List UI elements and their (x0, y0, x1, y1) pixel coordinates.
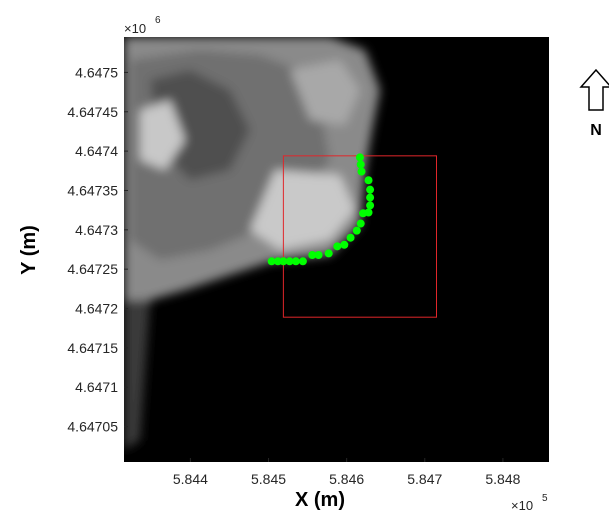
point (364, 176, 373, 185)
point (273, 257, 282, 266)
point (355, 153, 364, 162)
point (366, 185, 375, 194)
y-tick-label: 4.6473 (75, 222, 118, 238)
point (324, 249, 333, 258)
y-multiplier-exponent: 6 (155, 15, 161, 26)
x-multiplier: ×10 (511, 498, 533, 513)
y-tick-label: 4.6472 (75, 301, 118, 317)
point (279, 257, 288, 266)
point (267, 257, 276, 266)
raster-image (124, 37, 549, 462)
point (366, 201, 375, 210)
point (364, 208, 373, 217)
point (285, 257, 294, 266)
point (314, 251, 323, 260)
y-tick-label: 4.6475 (75, 64, 118, 80)
point (357, 167, 366, 176)
point (333, 242, 342, 251)
x-tick-label: 5.845 (251, 471, 286, 487)
x-multiplier-exponent: 5 (542, 493, 548, 504)
point (352, 226, 361, 235)
north-arrow (579, 68, 609, 111)
point (346, 233, 355, 242)
x-tick-label: 5.844 (173, 471, 208, 487)
y-tick-label: 4.6474 (75, 143, 118, 159)
y-multiplier: ×10 (124, 21, 146, 36)
point (308, 251, 317, 260)
x-tick-label: 5.846 (329, 471, 364, 487)
x-tick-label: 5.847 (407, 471, 442, 487)
point (291, 257, 300, 266)
north-label: N (590, 122, 602, 139)
y-tick-label: 4.64735 (67, 182, 118, 198)
point (340, 240, 349, 249)
y-tick-label: 4.64705 (67, 419, 118, 435)
point (356, 219, 365, 228)
y-axis-label: Y (m) (18, 225, 40, 275)
y-tick-label: 4.64745 (67, 104, 118, 120)
x-axis-label: X (m) (295, 489, 345, 511)
x-tick-label: 5.848 (485, 471, 520, 487)
point (298, 257, 307, 266)
y-tick-label: 4.64725 (67, 261, 118, 277)
point (356, 160, 365, 169)
point (366, 193, 375, 202)
y-tick-label: 4.64715 (67, 340, 118, 356)
y-tick-label: 4.6471 (75, 379, 118, 395)
